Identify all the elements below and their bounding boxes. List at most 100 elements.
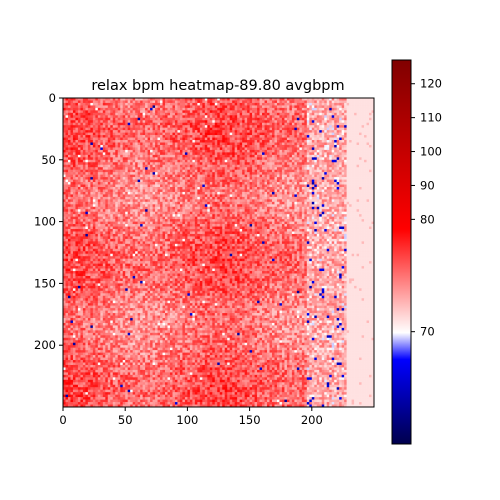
heatmap-cell [169,169,173,173]
heatmap-cell [155,182,158,185]
heatmap-cell [135,179,138,183]
heatmap-cell [219,137,223,141]
heatmap-cell [219,142,223,146]
heatmap-cell [212,154,216,158]
heatmap-cell [244,186,248,190]
heatmap-cell [254,184,258,188]
heatmap-cell [194,149,198,153]
heatmap-cell [284,117,288,121]
heatmap-cell [102,157,106,161]
heatmap-cell [92,182,96,185]
heatmap-cell [90,169,94,173]
heatmap-cell [204,167,208,170]
heatmap-cell [371,147,375,151]
heatmap-cell [212,157,216,161]
heatmap-cell [279,179,283,183]
heatmap-cell [145,194,148,198]
heatmap-cell [182,112,186,116]
heatmap-cell [239,100,243,104]
heatmap-cell [234,157,238,161]
heatmap-cell [87,144,91,148]
heatmap-cell [179,122,183,126]
heatmap-cell [97,172,101,175]
heatmap-cell [274,177,278,180]
heatmap-cell [105,174,109,178]
heatmap-cell [187,182,191,185]
heatmap-cell [252,120,255,124]
heatmap-cell [289,140,293,143]
heatmap-cell [182,115,186,119]
heatmap-cell [301,164,305,168]
heatmap-cell [252,122,255,126]
heatmap-cell [207,127,211,131]
heatmap-cell [361,140,365,143]
heatmap-cell [174,174,178,178]
heatmap-cell [252,112,255,116]
heatmap-cell [102,105,106,109]
heatmap-cell [70,107,74,111]
heatmap-cell [157,144,161,148]
heatmap-cell [192,135,196,138]
heatmap-cell [291,117,295,121]
heatmap-cell [204,132,208,136]
heatmap-cell [306,147,310,151]
heatmap-cell [179,105,183,109]
heatmap-cell [354,164,357,168]
heatmap-cell [311,182,315,185]
heatmap-cell [150,102,153,106]
heatmap-cell [172,164,176,168]
heatmap-cell [314,135,318,138]
heatmap-cell [157,102,161,106]
heatmap-cell [326,122,330,126]
heatmap-cell [177,127,181,131]
heatmap-cell [306,152,310,156]
heatmap-cell [301,144,305,148]
heatmap-cell [346,135,350,138]
heatmap-cell [162,132,166,136]
heatmap-cell [229,194,233,198]
heatmap-cell [204,137,208,141]
heatmap-cell [182,142,186,146]
heatmap-cell [299,194,303,198]
heatmap-cell [90,112,94,116]
heatmap-cell [90,149,94,153]
heatmap-cell [110,115,114,119]
heatmap-cell [262,182,265,185]
heatmap-cell [252,186,255,190]
heatmap-cell [227,110,230,114]
heatmap-cell [227,152,230,156]
heatmap-cell [85,105,89,109]
heatmap-cell [75,159,79,163]
heatmap-cell [207,120,211,124]
heatmap-cell [314,186,318,190]
heatmap-cell [145,122,148,126]
heatmap-cell [202,125,206,128]
heatmap-cell [344,189,347,193]
heatmap-cell [214,140,218,143]
heatmap-cell [67,164,71,168]
heatmap-cell [344,115,347,119]
heatmap-cell [254,189,258,193]
heatmap-cell [222,137,226,141]
heatmap-cell [150,137,153,141]
heatmap-cell [222,135,226,138]
heatmap-cell [102,132,106,136]
heatmap-cell [115,154,119,158]
heatmap-cell [209,98,213,101]
heatmap-cell [172,147,176,151]
heatmap-cell [147,194,151,198]
heatmap-cell [189,167,193,170]
heatmap-cell [92,164,96,168]
heatmap-cell [150,167,153,170]
heatmap-cell [356,98,360,101]
heatmap-cell [95,157,99,161]
heatmap-cell [294,130,298,133]
heatmap-cell [219,191,223,195]
heatmap-cell [239,107,243,111]
heatmap-cell [331,179,335,183]
heatmap-cell [279,169,283,173]
heatmap-cell [351,122,355,126]
heatmap-cell [346,179,350,183]
heatmap-cell [284,189,288,193]
heatmap-cell [117,127,121,131]
